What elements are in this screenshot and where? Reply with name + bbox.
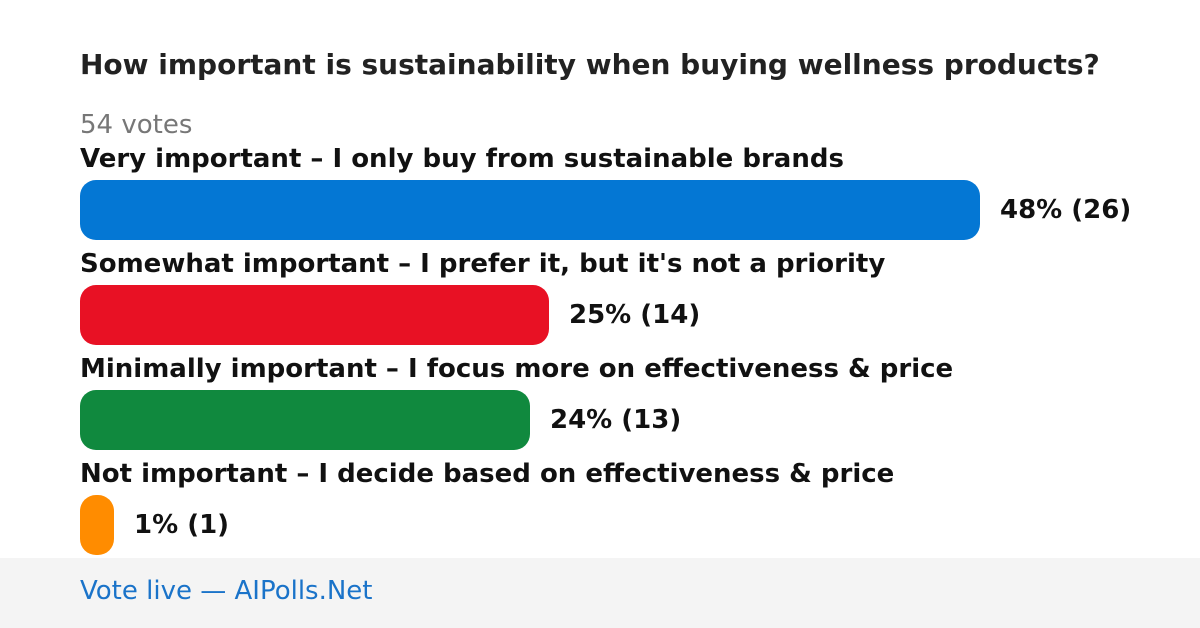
option-label: Very important – I only buy from sustain… xyxy=(80,144,844,174)
result-bar xyxy=(80,285,549,345)
vote-count: 54 votes xyxy=(80,110,193,140)
result-percentage: 48% (26) xyxy=(1000,195,1132,225)
option-label: Not important – I decide based on effect… xyxy=(80,459,895,489)
option-label: Somewhat important – I prefer it, but it… xyxy=(80,249,886,279)
result-bar xyxy=(80,390,530,450)
footer: Vote live — AIPolls.Net xyxy=(0,558,1200,628)
option-label: Minimally important – I focus more on ef… xyxy=(80,354,954,384)
result-percentage: 25% (14) xyxy=(569,300,701,330)
vote-live-link[interactable]: Vote live — AIPolls.Net xyxy=(80,576,373,606)
result-bar xyxy=(80,495,114,555)
result-percentage: 1% (1) xyxy=(134,510,230,540)
poll-question: How important is sustainability when buy… xyxy=(80,48,1100,81)
result-percentage: 24% (13) xyxy=(550,405,682,435)
result-bar xyxy=(80,180,980,240)
